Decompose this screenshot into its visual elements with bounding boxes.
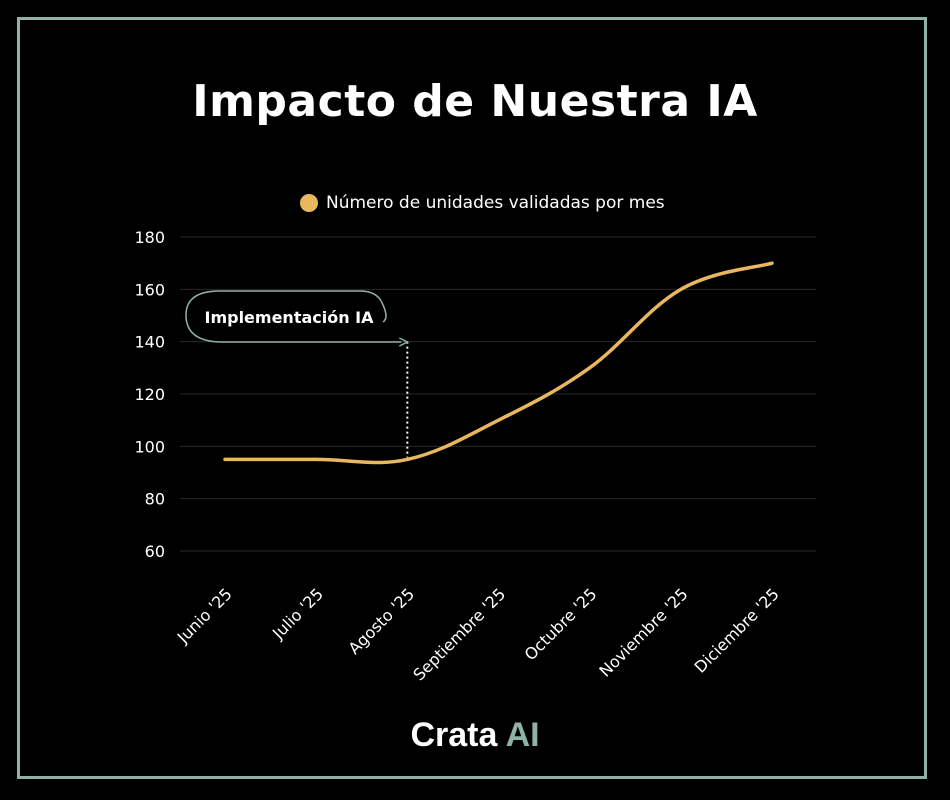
legend-marker bbox=[300, 194, 318, 212]
brand-name: Crata bbox=[410, 716, 498, 754]
x-tick-label: Noviembre '25 bbox=[595, 584, 691, 680]
legend: Número de unidades validadas por mes bbox=[300, 193, 665, 213]
data-point bbox=[588, 366, 592, 370]
data-point bbox=[223, 457, 227, 461]
x-tick-label: Diciembre '25 bbox=[691, 584, 783, 676]
y-tick-label: 60 bbox=[145, 542, 165, 561]
y-tick-label: 140 bbox=[134, 333, 165, 352]
annotation-label: Implementación IA bbox=[204, 308, 374, 327]
x-tick-label: Septiembre '25 bbox=[409, 584, 509, 684]
annotation-bubble bbox=[185, 290, 402, 343]
brand-suffix: AI bbox=[505, 716, 540, 754]
y-tick-label: 120 bbox=[134, 385, 165, 404]
brand-logo: Crata AI bbox=[0, 716, 950, 755]
x-tick-label: Agosto '25 bbox=[345, 584, 419, 658]
chart-title: Impacto de Nuestra IA bbox=[192, 76, 758, 127]
y-tick-label: 80 bbox=[145, 490, 165, 509]
annotation-arrow bbox=[398, 337, 410, 347]
y-tick-label: 160 bbox=[134, 280, 165, 299]
legend-label: Número de unidades validadas por mes bbox=[326, 193, 665, 213]
data-point bbox=[770, 261, 774, 265]
x-tick-label: Junio '25 bbox=[173, 584, 236, 647]
series-line bbox=[223, 261, 774, 465]
y-tick-label: 100 bbox=[134, 437, 165, 456]
data-point bbox=[314, 457, 318, 461]
x-tick-label: Julio '25 bbox=[268, 584, 327, 643]
chart-frame bbox=[17, 17, 927, 779]
data-point bbox=[679, 287, 683, 291]
x-tick-label: Octubre '25 bbox=[521, 584, 601, 664]
y-tick-label: 180 bbox=[134, 228, 165, 247]
data-point bbox=[497, 418, 500, 422]
data-point bbox=[405, 457, 409, 461]
